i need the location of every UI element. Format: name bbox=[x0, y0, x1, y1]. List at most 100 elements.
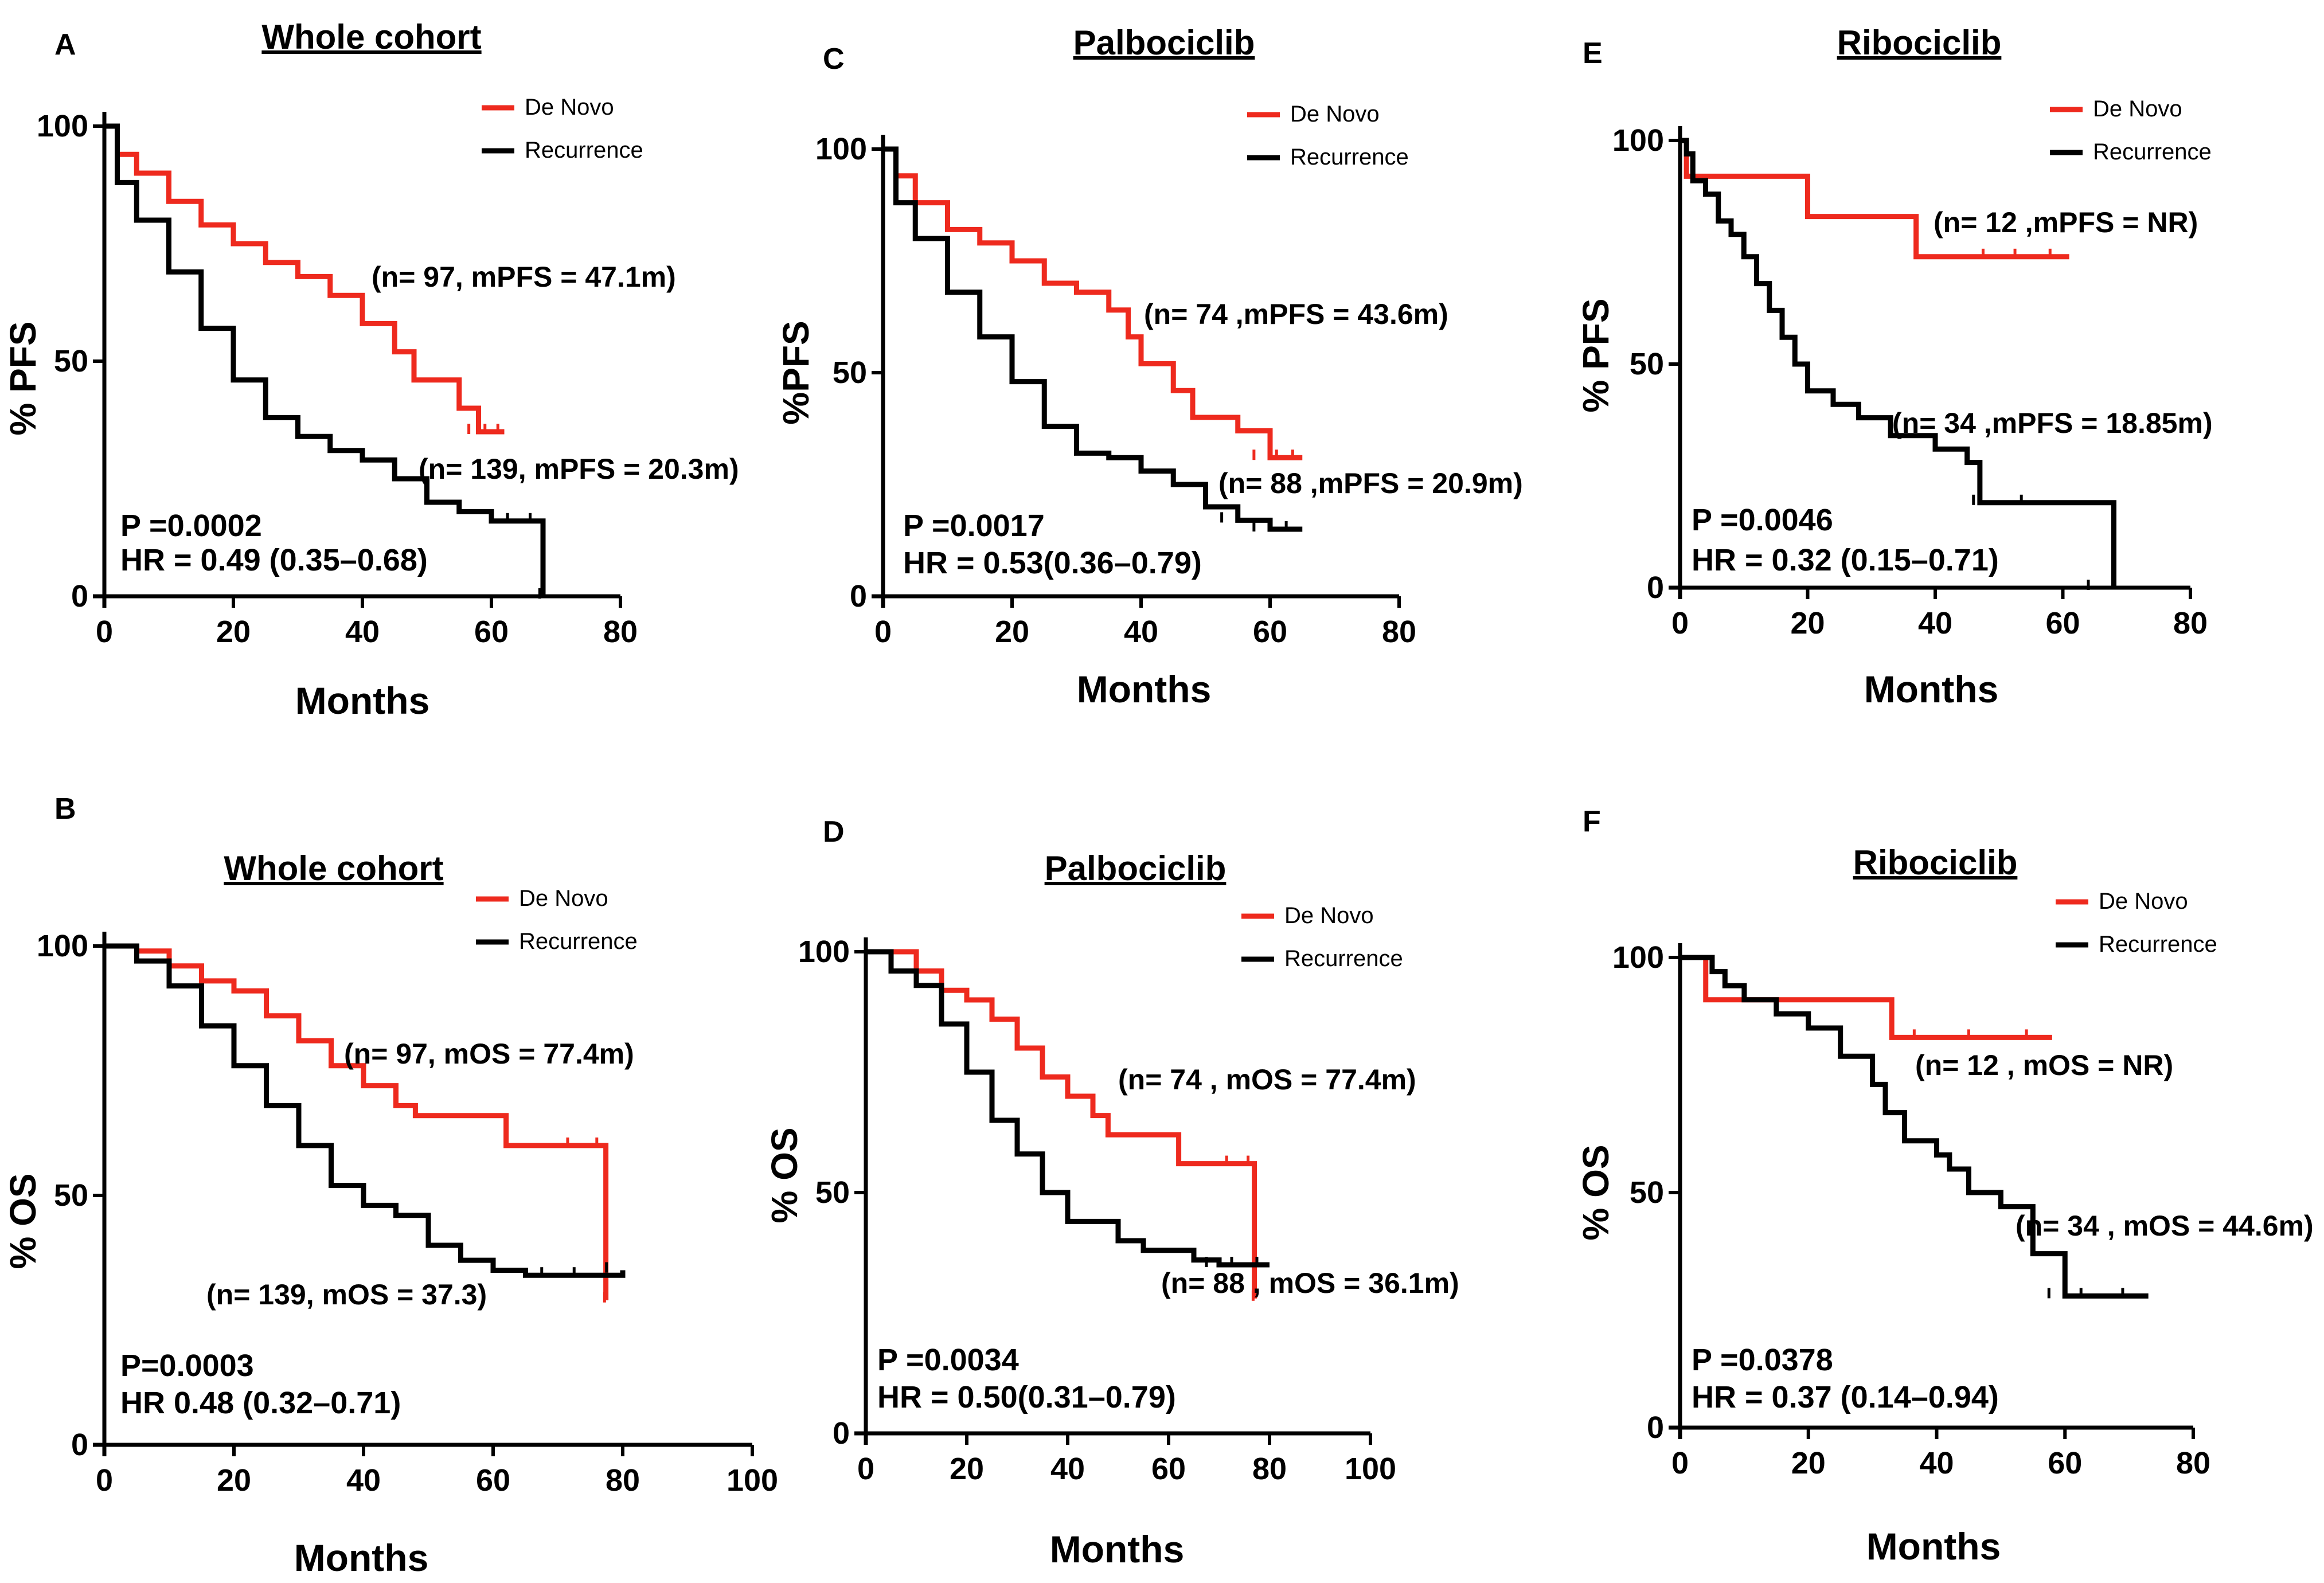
y-tick-label: 0 bbox=[71, 1428, 88, 1462]
series-line-recurrence bbox=[866, 949, 1270, 1268]
hazard-ratio: HR = 0.37 (0.14–0.94) bbox=[1692, 1380, 1999, 1414]
p-value: P=0.0003 bbox=[120, 1349, 254, 1383]
x-tick-label: 60 bbox=[474, 615, 509, 649]
series-line-de-novo bbox=[1680, 138, 2069, 260]
x-tick-label: 60 bbox=[1151, 1452, 1186, 1486]
series-line-de-novo bbox=[104, 123, 505, 435]
x-tick-label: 20 bbox=[1791, 1446, 1826, 1480]
median-annotation: (n= 12 , mOS = NR) bbox=[1915, 1049, 2173, 1081]
legend-label: Recurrence bbox=[519, 929, 638, 954]
y-tick-label: 50 bbox=[54, 344, 88, 378]
y-tick-label: 100 bbox=[1612, 940, 1664, 975]
series-line-de-novo bbox=[1680, 955, 2052, 1040]
y-tick-label: 100 bbox=[37, 929, 88, 963]
x-tick-label: 40 bbox=[1919, 1446, 1954, 1480]
x-tick-label: 20 bbox=[217, 1463, 251, 1498]
x-axis-label: Months bbox=[1050, 1528, 1185, 1570]
y-tick-label: 0 bbox=[833, 1416, 850, 1451]
x-tick-label: 100 bbox=[727, 1463, 778, 1498]
panel-f: F Ribociclib 0 50 100 0 20 40 60 80 % OS Months De N… bbox=[1575, 805, 2314, 1568]
x-tick-label: 40 bbox=[1124, 615, 1158, 649]
y-tick-label: 100 bbox=[1612, 123, 1664, 158]
x-tick-label: 80 bbox=[1252, 1452, 1287, 1486]
p-value: P =0.0378 bbox=[1692, 1343, 1833, 1377]
legend-label: Recurrence bbox=[1290, 144, 1409, 170]
median-annotation: (n= 12 ,mPFS = NR) bbox=[1934, 206, 2198, 239]
hazard-ratio: HR 0.48 (0.32–0.71) bbox=[120, 1386, 401, 1420]
legend-label: Recurrence bbox=[2093, 139, 2212, 165]
median-annotation: (n= 74 ,mPFS = 43.6m) bbox=[1144, 298, 1448, 330]
x-tick-label: 40 bbox=[346, 1463, 381, 1498]
panel-letter: B bbox=[54, 792, 76, 826]
hazard-ratio: HR = 0.49 (0.35–0.68) bbox=[120, 543, 428, 577]
legend-label: De Novo bbox=[1284, 903, 1374, 928]
legend-label: De Novo bbox=[525, 95, 614, 120]
panel-c: C Palbociclib 0 50 100 0 20 40 60 80 %PFS Months De … bbox=[775, 24, 1523, 710]
x-tick-label: 80 bbox=[2176, 1446, 2210, 1480]
legend-label: Recurrence bbox=[2099, 932, 2217, 957]
median-annotation: (n= 97, mOS = 77.4m) bbox=[344, 1038, 634, 1070]
legend-label: De Novo bbox=[519, 886, 608, 911]
x-tick-label: 0 bbox=[874, 615, 892, 649]
median-annotation: (n= 34 ,mPFS = 18.85m) bbox=[1892, 407, 2213, 439]
y-tick-label: 50 bbox=[833, 355, 867, 390]
y-tick-label: 0 bbox=[1647, 1410, 1664, 1445]
x-axis-label: Months bbox=[1866, 1525, 2001, 1568]
x-tick-label: 20 bbox=[995, 615, 1029, 649]
x-tick-label: 80 bbox=[2173, 606, 2208, 640]
y-axis-label: % PFS bbox=[2, 321, 44, 435]
y-tick-label: 0 bbox=[850, 579, 867, 613]
legend-label: Recurrence bbox=[1284, 946, 1403, 971]
panel-letter: C bbox=[823, 42, 845, 76]
series-line-recurrence bbox=[104, 943, 626, 1278]
y-tick-label: 50 bbox=[1630, 1175, 1664, 1210]
panel-title: Ribociclib bbox=[1837, 24, 2002, 62]
median-annotation: (n= 88 ,mPFS = 20.9m) bbox=[1218, 467, 1523, 499]
hazard-ratio: HR = 0.50(0.31–0.79) bbox=[877, 1380, 1176, 1414]
median-annotation: (n= 88 , mOS = 36.1m) bbox=[1161, 1267, 1459, 1299]
x-axis-label: Months bbox=[294, 1537, 429, 1579]
panel-b: B Whole cohort 0 50 100 0 20 40 60 80 100 % OS Month… bbox=[2, 792, 778, 1579]
legend-label: De Novo bbox=[1290, 101, 1380, 127]
x-tick-label: 60 bbox=[2045, 606, 2080, 640]
panel-letter: A bbox=[54, 28, 76, 61]
series-line-recurrence bbox=[883, 146, 1303, 532]
panel-a: A Whole cohort 0 50 100 0 20 40 60 80 % PFS Months D… bbox=[2, 18, 739, 722]
series-line-recurrence bbox=[1680, 138, 2116, 588]
series-line-de-novo bbox=[883, 146, 1303, 460]
panel-letter: D bbox=[823, 815, 845, 849]
panel-title: Ribociclib bbox=[1853, 843, 2018, 882]
p-value: P =0.0002 bbox=[120, 509, 262, 543]
p-value: P =0.0046 bbox=[1692, 503, 1833, 537]
x-tick-label: 0 bbox=[1671, 606, 1689, 640]
x-tick-label: 60 bbox=[2048, 1446, 2082, 1480]
panel-e: E Ribociclib 0 50 100 0 20 40 60 80 % PFS Months De … bbox=[1575, 24, 2213, 710]
panel-title: Whole cohort bbox=[224, 849, 443, 888]
hazard-ratio: HR = 0.53(0.36–0.79) bbox=[903, 546, 1202, 580]
x-tick-label: 60 bbox=[1253, 615, 1287, 649]
x-axis-label: Months bbox=[295, 679, 430, 722]
median-annotation: (n= 139, mPFS = 20.3m) bbox=[419, 453, 739, 485]
panel-d: D Palbociclib 0 50 100 0 20 40 60 80 100 % OS Months… bbox=[764, 815, 1459, 1570]
y-tick-label: 50 bbox=[815, 1175, 850, 1210]
x-tick-label: 0 bbox=[1671, 1446, 1689, 1480]
y-tick-label: 100 bbox=[798, 935, 850, 969]
x-tick-label: 20 bbox=[1790, 606, 1825, 640]
x-tick-label: 20 bbox=[950, 1452, 984, 1486]
median-annotation: (n= 34 , mOS = 44.6m) bbox=[2016, 1210, 2314, 1242]
series-line-recurrence bbox=[104, 123, 546, 596]
hazard-ratio: HR = 0.32 (0.15–0.71) bbox=[1692, 543, 1999, 577]
x-tick-label: 80 bbox=[606, 1463, 640, 1498]
series-line-de-novo bbox=[104, 943, 609, 1300]
x-tick-label: 0 bbox=[857, 1452, 874, 1486]
x-tick-label: 20 bbox=[216, 615, 251, 649]
panel-letter: E bbox=[1583, 37, 1603, 70]
y-tick-label: 100 bbox=[37, 109, 88, 143]
panel-letter: F bbox=[1583, 805, 1601, 838]
series-line-recurrence bbox=[1680, 955, 2149, 1299]
y-axis-label: %PFS bbox=[775, 320, 817, 424]
legend-label: Recurrence bbox=[525, 138, 643, 163]
y-axis-label: % OS bbox=[764, 1127, 805, 1223]
y-tick-label: 50 bbox=[1630, 347, 1664, 381]
